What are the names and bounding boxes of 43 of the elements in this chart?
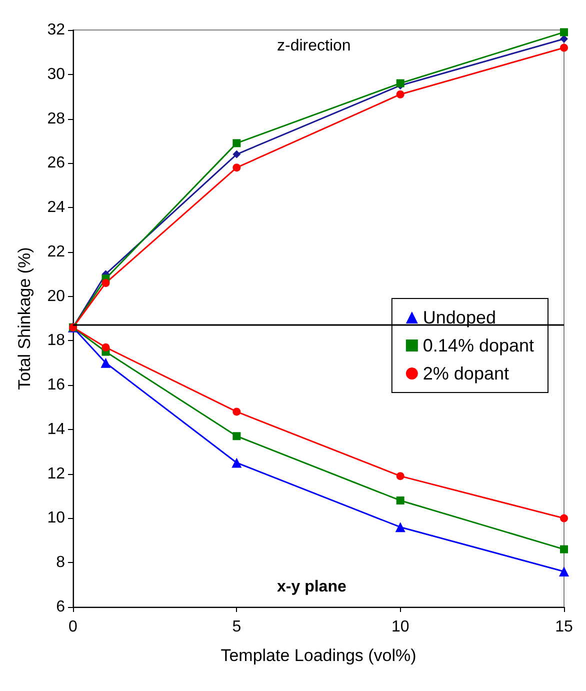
y-tick-label: 16 (47, 376, 66, 394)
annotation: x-y plane (277, 578, 346, 596)
point (232, 139, 241, 148)
x-axis-title: Template Loadings (vol%) (220, 646, 416, 665)
y-tick-label: 32 (47, 22, 66, 38)
annotation: z-direction (277, 38, 351, 54)
y-tick-label: 6 (56, 598, 66, 616)
y-tick-label: 14 (47, 420, 66, 438)
point (232, 408, 241, 416)
point (102, 343, 110, 352)
y-tick-label: 26 (47, 154, 66, 172)
point (396, 90, 404, 98)
x-tick-label: 0 (68, 618, 78, 636)
point (395, 522, 406, 532)
x-tick-label: 10 (391, 618, 410, 636)
y-tick-label: 22 (47, 243, 66, 260)
legend-label: Undoped (422, 308, 496, 328)
point (560, 545, 568, 554)
y-tick-label: 8 (56, 554, 66, 572)
point (559, 566, 569, 576)
point (396, 472, 404, 480)
y-tick-label: 30 (47, 66, 66, 83)
y-tick-label: 10 (47, 510, 66, 527)
y-tick-label: 24 (47, 199, 66, 216)
point (560, 514, 568, 522)
point (232, 164, 241, 172)
y-tick-label: 12 (47, 465, 66, 482)
x-tick-label: 5 (232, 618, 242, 636)
legend-label: 2% dopant (422, 364, 509, 384)
point (560, 28, 568, 36)
y-tick-label: 20 (47, 288, 66, 305)
point (232, 150, 241, 158)
point (232, 432, 241, 440)
y-tick-label: 28 (47, 110, 66, 128)
y-tick-label: 18 (47, 332, 66, 350)
x-tick-label: 15 (555, 618, 573, 636)
point (102, 278, 110, 287)
point (560, 44, 568, 52)
point (232, 458, 242, 468)
legend-label: 0.14% dopant (422, 336, 534, 356)
point (396, 496, 404, 504)
point (100, 358, 111, 368)
y-axis-title: Total Shinkage (%) (15, 247, 34, 390)
